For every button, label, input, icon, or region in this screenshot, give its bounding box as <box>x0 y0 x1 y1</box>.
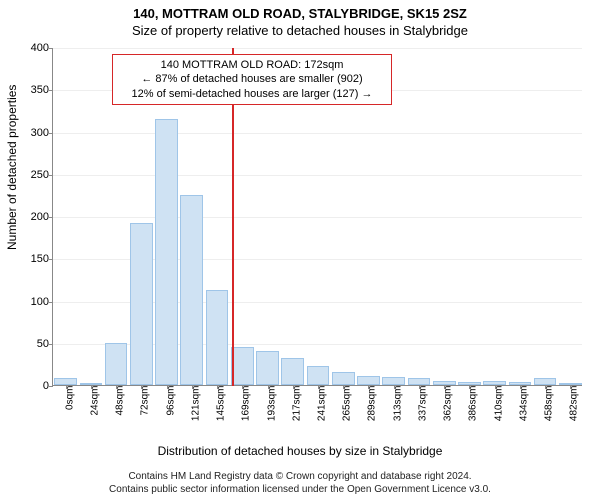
y-tick-label: 300 <box>23 127 49 139</box>
x-tick-label: 121sqm <box>190 386 201 422</box>
x-tick-label: 289sqm <box>367 386 378 422</box>
chart-area: 0501001502002503003504000sqm24sqm48sqm72… <box>52 48 582 418</box>
x-tick-label: 241sqm <box>317 386 328 422</box>
y-tick-mark <box>49 302 53 303</box>
x-tick-label: 265sqm <box>342 386 353 422</box>
histogram-bar <box>180 195 203 385</box>
footer-line-1: Contains HM Land Registry data © Crown c… <box>0 471 600 484</box>
histogram-bar <box>105 343 128 385</box>
y-tick-mark <box>49 133 53 134</box>
y-tick-label: 350 <box>23 84 49 96</box>
x-tick-label: 337sqm <box>417 386 428 422</box>
y-tick-label: 400 <box>23 42 49 54</box>
y-axis-label: Number of detached properties <box>5 85 19 250</box>
x-tick-label: 72sqm <box>140 386 151 416</box>
histogram-bar <box>307 366 330 385</box>
x-tick-label: 434sqm <box>518 386 529 422</box>
y-tick-mark <box>49 90 53 91</box>
page-title: 140, MOTTRAM OLD ROAD, STALYBRIDGE, SK15… <box>0 0 600 21</box>
info-line-3: 12% of semi-detached houses are larger (… <box>119 87 385 101</box>
x-tick-label: 0sqm <box>64 386 75 410</box>
x-tick-label: 313sqm <box>392 386 403 422</box>
x-tick-label: 48sqm <box>115 386 126 416</box>
histogram-bar <box>231 347 254 385</box>
info-line-2: ← 87% of detached houses are smaller (90… <box>119 72 385 86</box>
x-tick-label: 24sqm <box>89 386 100 416</box>
y-tick-mark <box>49 386 53 387</box>
x-tick-label: 217sqm <box>291 386 302 422</box>
histogram-bar <box>256 351 279 385</box>
x-tick-label: 193sqm <box>266 386 277 422</box>
histogram-bar <box>357 376 380 385</box>
gridline <box>53 133 582 134</box>
x-tick-label: 482sqm <box>569 386 580 422</box>
histogram-bar <box>155 119 178 385</box>
y-tick-label: 200 <box>23 211 49 223</box>
gridline <box>53 217 582 218</box>
y-tick-label: 150 <box>23 253 49 265</box>
histogram-bar <box>332 372 355 385</box>
histogram-bar <box>534 378 557 385</box>
y-tick-label: 250 <box>23 169 49 181</box>
histogram-bar <box>382 377 405 385</box>
page-subtitle: Size of property relative to detached ho… <box>0 21 600 38</box>
x-tick-label: 96sqm <box>165 386 176 416</box>
histogram-bar <box>408 378 431 385</box>
gridline <box>53 175 582 176</box>
y-tick-label: 100 <box>23 296 49 308</box>
footer-attribution: Contains HM Land Registry data © Crown c… <box>0 471 600 496</box>
histogram-bar <box>130 223 153 385</box>
info-box: 140 MOTTRAM OLD ROAD: 172sqm ← 87% of de… <box>112 54 392 105</box>
histogram-bar <box>281 358 304 385</box>
info-line-1: 140 MOTTRAM OLD ROAD: 172sqm <box>119 58 385 72</box>
y-tick-mark <box>49 344 53 345</box>
x-tick-label: 145sqm <box>216 386 227 422</box>
y-tick-mark <box>49 259 53 260</box>
histogram-bar <box>54 378 77 385</box>
x-axis-label: Distribution of detached houses by size … <box>0 444 600 458</box>
histogram-bar <box>206 290 229 385</box>
y-tick-label: 50 <box>23 338 49 350</box>
x-tick-label: 410sqm <box>493 386 504 422</box>
y-tick-mark <box>49 175 53 176</box>
footer-line-2: Contains public sector information licen… <box>0 484 600 497</box>
x-tick-label: 386sqm <box>468 386 479 422</box>
y-tick-mark <box>49 48 53 49</box>
x-tick-label: 362sqm <box>443 386 454 422</box>
y-tick-mark <box>49 217 53 218</box>
x-tick-label: 458sqm <box>544 386 555 422</box>
y-tick-label: 0 <box>23 380 49 392</box>
gridline <box>53 48 582 49</box>
x-tick-label: 169sqm <box>241 386 252 422</box>
